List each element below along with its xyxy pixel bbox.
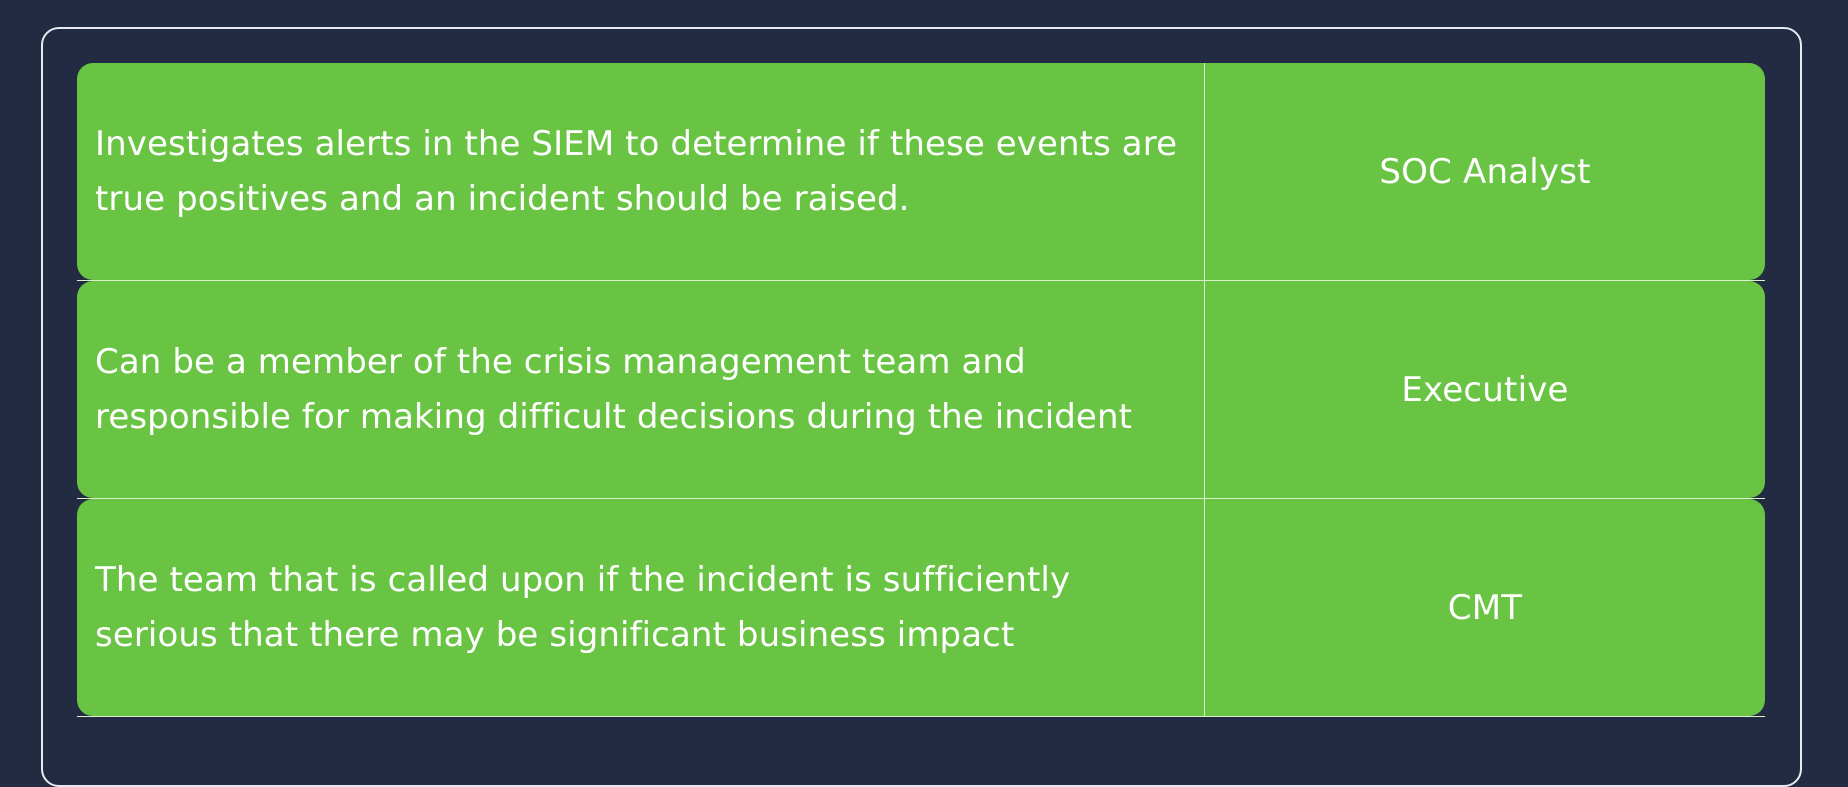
- role-label: Executive: [1401, 369, 1569, 410]
- match-row-2: Can be a member of the crisis management…: [77, 281, 1765, 499]
- role-label: CMT: [1447, 587, 1523, 628]
- description-text: The team that is called upon if the inci…: [95, 559, 1071, 655]
- role-drop-target[interactable]: Executive: [1205, 281, 1765, 498]
- matching-table: Investigates alerts in the SIEM to deter…: [77, 63, 1765, 717]
- description-text: Can be a member of the crisis management…: [95, 341, 1133, 437]
- role-drop-target[interactable]: CMT: [1205, 499, 1765, 716]
- role-label: SOC Analyst: [1379, 151, 1591, 192]
- role-drop-target[interactable]: SOC Analyst: [1205, 63, 1765, 280]
- match-row-3: The team that is called upon if the inci…: [77, 499, 1765, 717]
- description-text: Investigates alerts in the SIEM to deter…: [95, 123, 1178, 219]
- description-cell: The team that is called upon if the inci…: [77, 499, 1205, 716]
- description-cell: Can be a member of the crisis management…: [77, 281, 1205, 498]
- description-cell: Investigates alerts in the SIEM to deter…: [77, 63, 1205, 280]
- match-row-1: Investigates alerts in the SIEM to deter…: [77, 63, 1765, 281]
